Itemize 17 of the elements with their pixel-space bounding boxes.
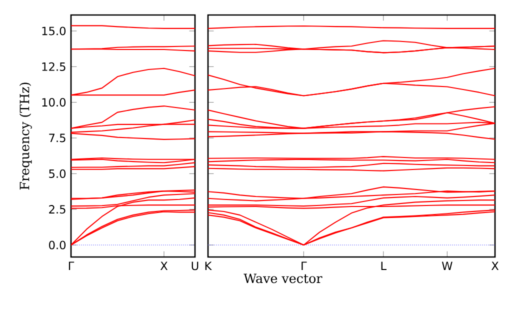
y-tick-label: 7.5 <box>49 134 66 142</box>
x-axis-title: Wave vector <box>244 274 322 284</box>
x-tick-label: X <box>491 262 499 270</box>
y-tick-label: 5.0 <box>49 169 66 178</box>
y-axis-title: Frequency (THz) <box>19 82 32 190</box>
y-tick-label: 10.0 <box>42 98 66 107</box>
y-tick-label: 12.5 <box>42 62 66 71</box>
x-tick-label: W <box>442 262 452 270</box>
y-tick-label: 15.0 <box>42 26 66 36</box>
x-tick-label: K <box>205 262 212 270</box>
y-tick-label: 0.0 <box>49 240 66 250</box>
x-tick-label: X <box>160 262 168 270</box>
x-tick-label: U <box>192 262 198 270</box>
x-tick-label: Γ <box>302 262 307 270</box>
y-tick-label: 2.5 <box>49 205 66 214</box>
x-tick-label: Γ <box>68 262 74 270</box>
x-tick-label: L <box>381 262 386 270</box>
